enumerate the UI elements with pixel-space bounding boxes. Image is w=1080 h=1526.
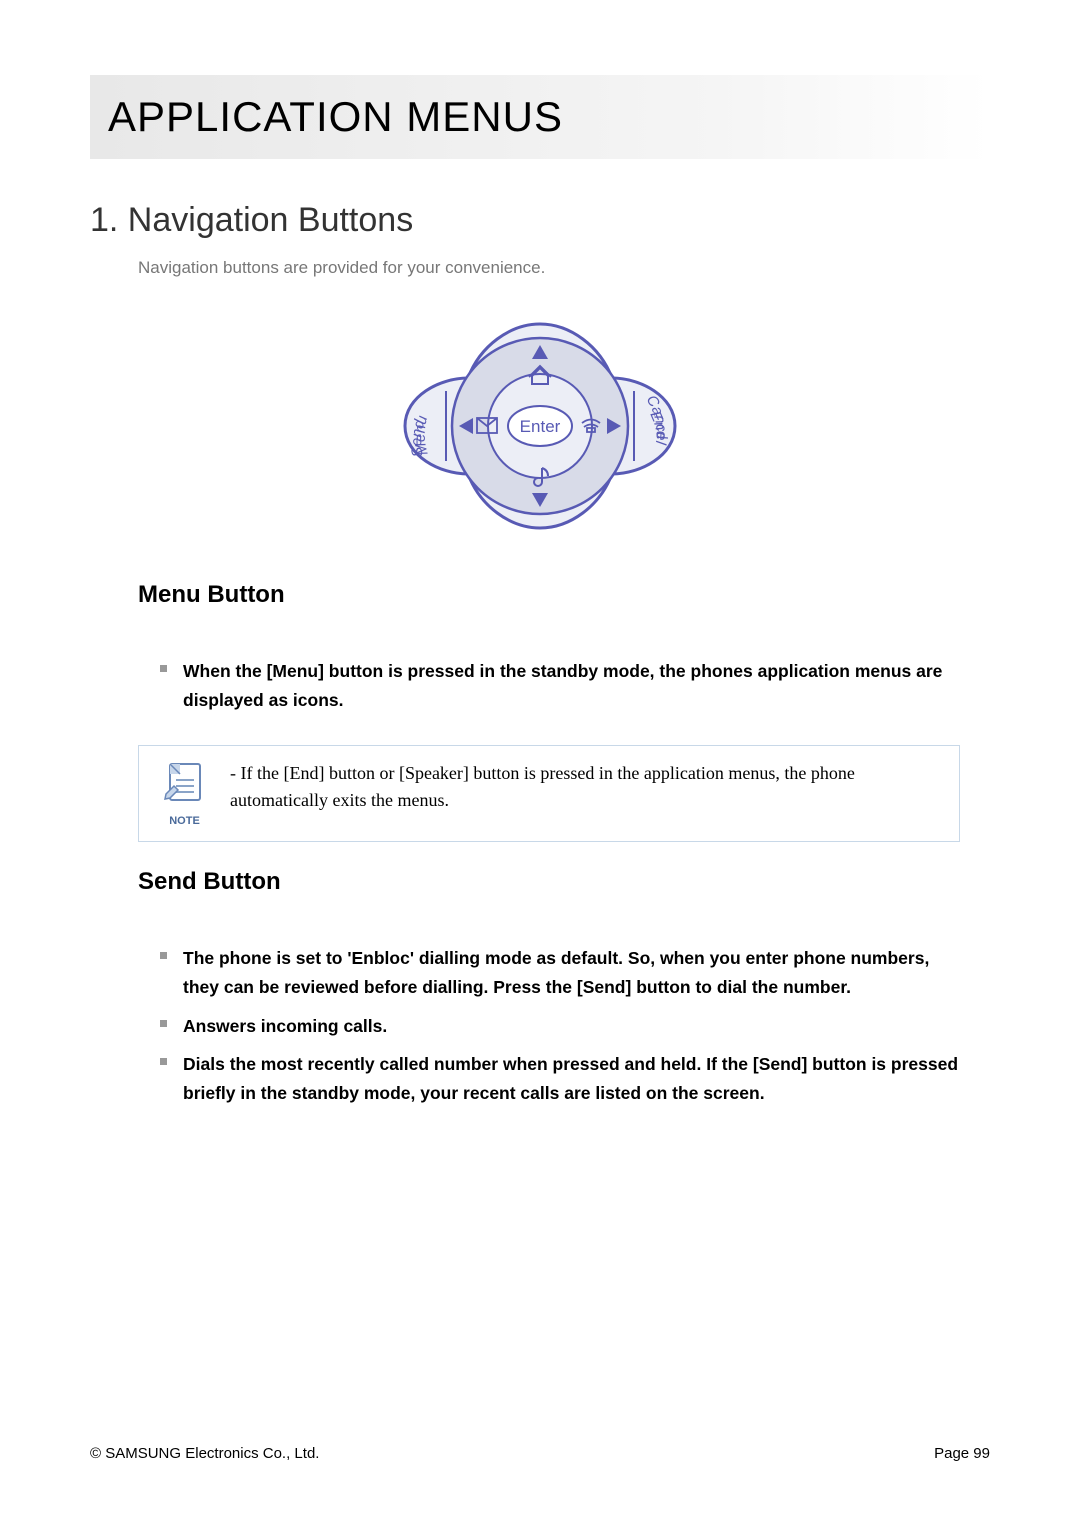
note-icon: NOTE bbox=[157, 760, 212, 827]
send-button-heading: Send Button bbox=[138, 868, 990, 896]
list-item: The phone is set to 'Enbloc' dialling mo… bbox=[160, 944, 960, 1002]
list-item: Dials the most recently called number wh… bbox=[160, 1050, 960, 1108]
menu-button-bullets: When the [Menu] button is pressed in the… bbox=[160, 657, 960, 715]
note-box: NOTE - If the [End] button or [Speaker] … bbox=[138, 745, 960, 842]
section-title: 1. Navigation Buttons bbox=[90, 201, 990, 240]
bullet-text: Answers incoming calls. bbox=[183, 1012, 387, 1041]
menu-button-heading: Menu Button bbox=[138, 581, 990, 609]
bullet-text: The phone is set to 'Enbloc' dialling mo… bbox=[183, 944, 960, 1002]
copyright: © SAMSUNG Electronics Co., Ltd. bbox=[90, 1445, 319, 1462]
bullet-icon bbox=[160, 1058, 167, 1065]
document-page: APPLICATION MENUS 1. Navigation Buttons … bbox=[0, 0, 1080, 1526]
svg-text:Enter: Enter bbox=[520, 417, 561, 436]
bullet-icon bbox=[160, 665, 167, 672]
note-text: - If the [End] button or [Speaker] butto… bbox=[230, 760, 941, 814]
bullet-icon bbox=[160, 1020, 167, 1027]
send-button-bullets: The phone is set to 'Enbloc' dialling mo… bbox=[160, 944, 960, 1108]
chapter-title: APPLICATION MENUS bbox=[108, 93, 965, 141]
list-item: Answers incoming calls. bbox=[160, 1012, 960, 1041]
note-label: NOTE bbox=[157, 815, 212, 827]
navigation-pad-diagram: Enter M bbox=[90, 306, 990, 551]
bullet-text: Dials the most recently called number wh… bbox=[183, 1050, 960, 1108]
bullet-icon bbox=[160, 952, 167, 959]
section-intro: Navigation buttons are provided for your… bbox=[138, 258, 990, 278]
page-number: Page 99 bbox=[934, 1445, 990, 1462]
list-item: When the [Menu] button is pressed in the… bbox=[160, 657, 960, 715]
page-footer: © SAMSUNG Electronics Co., Ltd. Page 99 bbox=[90, 1445, 990, 1462]
chapter-title-box: APPLICATION MENUS bbox=[90, 75, 990, 159]
bullet-text: When the [Menu] button is pressed in the… bbox=[183, 657, 960, 715]
